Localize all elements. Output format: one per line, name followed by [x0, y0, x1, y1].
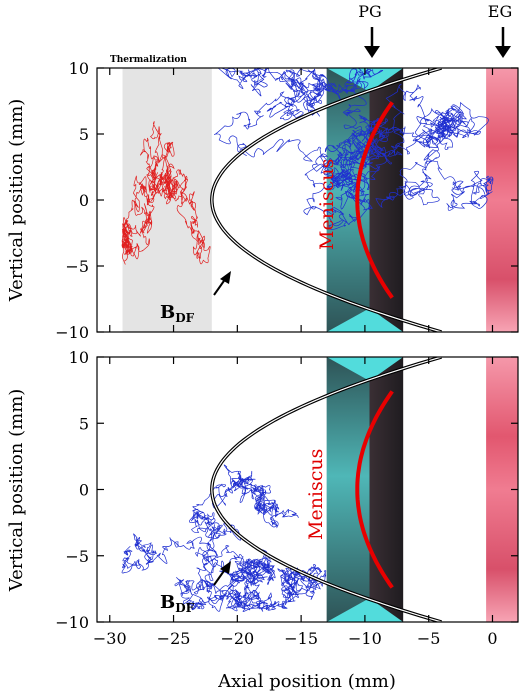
y-tick-label: 0: [79, 191, 89, 210]
x-axis: [109, 68, 494, 332]
y-tick-label: −10: [55, 323, 89, 342]
y-tick-label: 5: [79, 414, 89, 433]
x-tick-label: −25: [157, 629, 191, 648]
meniscus-label: Meniscus: [305, 449, 327, 540]
y-axis: −10 −5 0 5 10: [55, 348, 518, 632]
y-tick-label: −5: [65, 547, 89, 566]
meniscus-curve: [355, 101, 394, 299]
trajectory-blue: [121, 464, 327, 612]
eg-marker: EG: [488, 2, 512, 58]
pg-body: [326, 357, 370, 622]
y-tick-label: 5: [79, 125, 89, 144]
bdf-arrow: [213, 271, 231, 296]
trajectories: [121, 464, 327, 612]
x-tick-label: 0: [487, 629, 497, 648]
pg-chamfer-bottom: [326, 308, 404, 332]
y-tick-label: 10: [69, 348, 89, 367]
x-axis: −30 −25 −20 −15 −10 −5 0: [93, 357, 498, 648]
trajectory-red: [121, 121, 211, 265]
y-axis-title: Vertical position (mm): [6, 99, 27, 303]
pg-chamfer-top: [326, 357, 404, 381]
y-tick-label: 0: [79, 481, 89, 500]
x-tick-label: −30: [93, 629, 127, 648]
x-axis-title: Axial position (mm): [217, 671, 396, 692]
y-tick-label: −5: [65, 257, 89, 276]
thermalization-label: Thermalization: [110, 55, 187, 65]
plasma-grid: [326, 357, 404, 622]
panel-bottom: −10 −5 0 5 10 −30 −25 −20 −15 −10 −5 0 Meniscus BD…: [6, 348, 519, 692]
meniscus-label: Meniscus: [316, 159, 338, 250]
y-axis-title: Vertical position (mm): [6, 389, 27, 593]
bdf-label: BDF: [160, 302, 195, 325]
pg-chamfer-bottom: [326, 598, 404, 622]
y-axis: −10 −5 0 5 10: [55, 59, 518, 342]
pg-marker: PG: [358, 2, 382, 58]
bdf-label: BDF: [160, 592, 195, 615]
x-tick-label: −5: [417, 629, 441, 648]
bdf-arrow: [213, 561, 231, 586]
meniscus-curve: [355, 390, 394, 589]
thermalization-region: [122, 68, 212, 332]
y-tick-label: 10: [69, 59, 89, 78]
svg-text:PG: PG: [358, 2, 382, 21]
panel-top: −10 −5 0 5 10 Thermalization Meniscus BDF Ve…: [6, 55, 519, 342]
x-tick-label: −10: [348, 629, 382, 648]
x-tick-label: −15: [284, 629, 318, 648]
svg-text:EG: EG: [488, 2, 512, 21]
pg-chamfer-top: [326, 68, 404, 92]
x-tick-label: −20: [220, 629, 254, 648]
y-tick-label: −10: [55, 613, 89, 632]
